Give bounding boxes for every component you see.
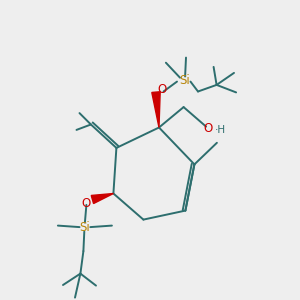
Polygon shape (152, 92, 160, 128)
Polygon shape (91, 194, 113, 203)
Text: ·H: ·H (215, 124, 226, 135)
Text: O: O (203, 122, 212, 135)
Text: Si: Si (80, 220, 90, 234)
Text: Si: Si (179, 74, 190, 87)
Text: O: O (158, 83, 166, 96)
Text: O: O (81, 196, 90, 210)
